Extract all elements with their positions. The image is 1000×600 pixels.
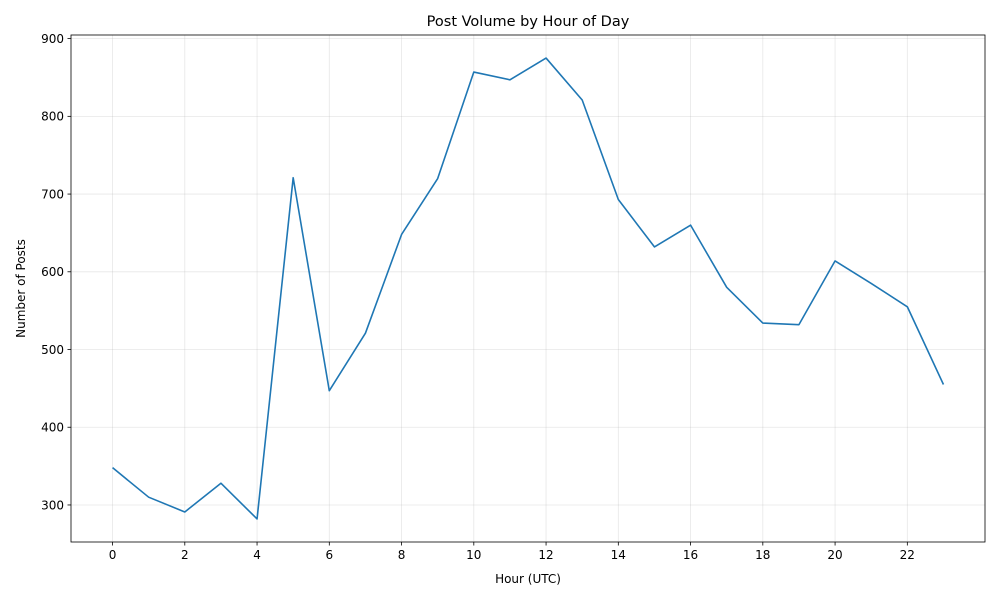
x-tick-label: 0 <box>109 548 117 562</box>
grid <box>71 35 985 542</box>
chart-title: Post Volume by Hour of Day <box>427 14 630 30</box>
y-tick-label: 900 <box>41 32 64 46</box>
x-tick-label: 4 <box>253 548 261 562</box>
y-tick-label: 800 <box>41 110 64 124</box>
x-axis-label: Hour (UTC) <box>495 572 561 586</box>
x-tick-label: 14 <box>611 548 626 562</box>
y-tick-label: 400 <box>41 421 64 435</box>
x-tick-label: 6 <box>325 548 333 562</box>
x-tick-label: 10 <box>466 548 481 562</box>
x-tick-label: 16 <box>683 548 698 562</box>
y-tick-label: 600 <box>41 265 64 279</box>
y-tick-label: 300 <box>41 498 64 512</box>
y-tick-label: 500 <box>41 343 64 357</box>
y-axis-ticks: 300 400 500 600 700 800 900 <box>41 32 71 512</box>
plot-frame <box>70 34 986 543</box>
x-tick-label: 22 <box>900 548 915 562</box>
series-layer <box>112 57 945 520</box>
x-axis-ticks: 0 2 4 6 8 10 12 14 16 18 20 22 <box>109 542 915 562</box>
x-tick-label: 18 <box>755 548 770 562</box>
x-tick-label: 20 <box>827 548 842 562</box>
x-tick-label: 12 <box>538 548 553 562</box>
y-tick-label: 700 <box>41 187 64 201</box>
x-tick-label: 8 <box>398 548 406 562</box>
series-line <box>112 57 945 520</box>
x-tick-label: 2 <box>181 548 189 562</box>
y-axis-label: Number of Posts <box>14 239 28 338</box>
